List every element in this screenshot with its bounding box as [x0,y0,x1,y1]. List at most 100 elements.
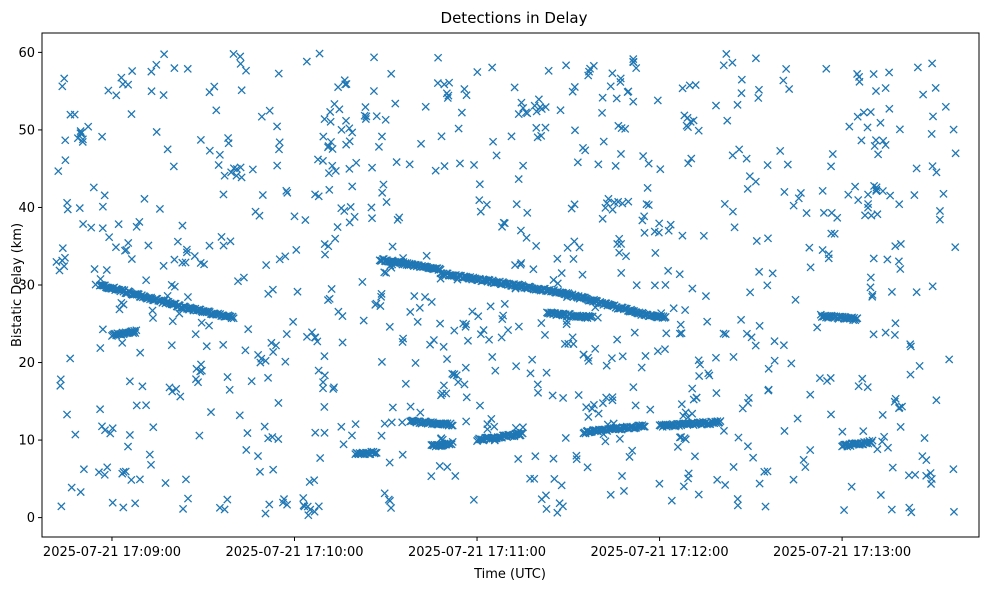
data-point-marker [451,471,460,481]
data-point-marker [780,187,789,196]
data-point-marker [229,314,238,323]
data-point-marker [106,429,115,438]
data-point-marker [629,383,638,392]
data-point-marker [770,337,779,346]
data-point-marker [324,242,333,251]
data-point-marker [119,503,128,512]
data-point-marker [723,116,732,125]
data-point-marker [274,434,283,444]
data-point-marker [887,505,896,514]
data-point-marker [516,226,525,235]
data-point-marker [616,77,625,87]
data-point-marker [102,265,111,275]
data-point-marker [594,409,603,418]
data-point-marker [179,504,188,513]
data-point-marker [76,487,85,497]
data-point-marker [416,408,425,417]
data-point-marker [152,127,161,137]
data-point-marker [382,268,391,277]
data-point-marker [235,411,244,420]
data-point-marker [869,254,878,263]
data-point-marker [541,123,550,132]
data-point-marker [650,281,659,290]
data-point-marker [94,468,104,477]
data-point-marker [415,303,424,312]
data-point-marker [118,338,127,347]
data-point-marker [452,371,461,380]
data-point-marker [125,430,134,440]
data-point-marker [190,251,199,261]
data-point-marker [413,317,422,326]
data-point-marker [385,458,394,467]
data-point-marker [853,112,862,121]
data-point-marker [573,158,582,167]
data-point-marker [191,375,201,384]
data-point-marker [302,332,312,341]
data-point-marker [776,146,785,155]
data-point-marker [447,440,456,449]
data-point-marker [840,506,849,515]
data-point-marker [826,410,836,419]
data-point-marker [351,420,360,429]
data-point-marker [760,467,769,476]
data-point-marker [644,201,653,210]
data-point-marker [410,292,419,301]
data-point-marker [712,389,721,398]
data-point-marker [426,340,435,349]
data-point-marker [237,173,246,182]
data-point-marker [746,288,755,297]
data-point-marker [558,502,567,511]
data-point-marker [927,129,936,139]
data-point-marker [512,362,521,371]
data-point-marker [448,421,457,430]
x-tick-label: 2025-07-21 17:11:00 [408,545,546,560]
data-point-marker [904,471,913,480]
data-point-marker [677,400,686,409]
data-point-marker [624,197,633,206]
data-point-marker [460,84,469,94]
data-point-marker [738,404,747,413]
data-point-marker [886,191,895,200]
data-point-marker [935,215,944,224]
data-point-marker [237,86,246,95]
data-point-marker [398,337,407,347]
data-point-marker [395,213,404,222]
data-point-marker [442,354,452,364]
data-point-marker [540,330,550,339]
data-point-marker [615,248,624,257]
data-point-marker [244,325,253,334]
data-point-marker [279,495,289,504]
data-point-marker [334,83,343,92]
data-point-marker [866,273,875,282]
data-point-marker [867,438,876,447]
data-point-marker [637,363,646,372]
data-point-marker [615,434,624,443]
data-point-marker [192,364,201,373]
data-point-marker [283,500,292,509]
data-point-marker [556,106,565,115]
data-point-marker [822,64,831,73]
data-point-marker [159,261,168,270]
data-point-marker [462,393,471,402]
data-point-marker [617,239,626,249]
data-point-marker [170,255,179,264]
data-point-marker [928,59,937,68]
data-point-marker [500,299,509,308]
data-point-marker [124,238,133,248]
data-point-marker [598,214,607,223]
data-point-marker [135,475,144,484]
data-point-marker [601,203,610,212]
data-point-marker [872,183,881,192]
data-point-marker [132,401,141,410]
data-point-marker [130,326,139,335]
data-point-marker [167,280,176,290]
data-point-marker [318,384,328,393]
data-point-marker [881,140,890,150]
data-point-marker [204,321,214,330]
data-point-marker [896,264,905,274]
data-point-marker [885,104,894,113]
data-point-marker [148,306,157,315]
data-point-marker [606,82,615,91]
data-point-marker [125,377,134,386]
